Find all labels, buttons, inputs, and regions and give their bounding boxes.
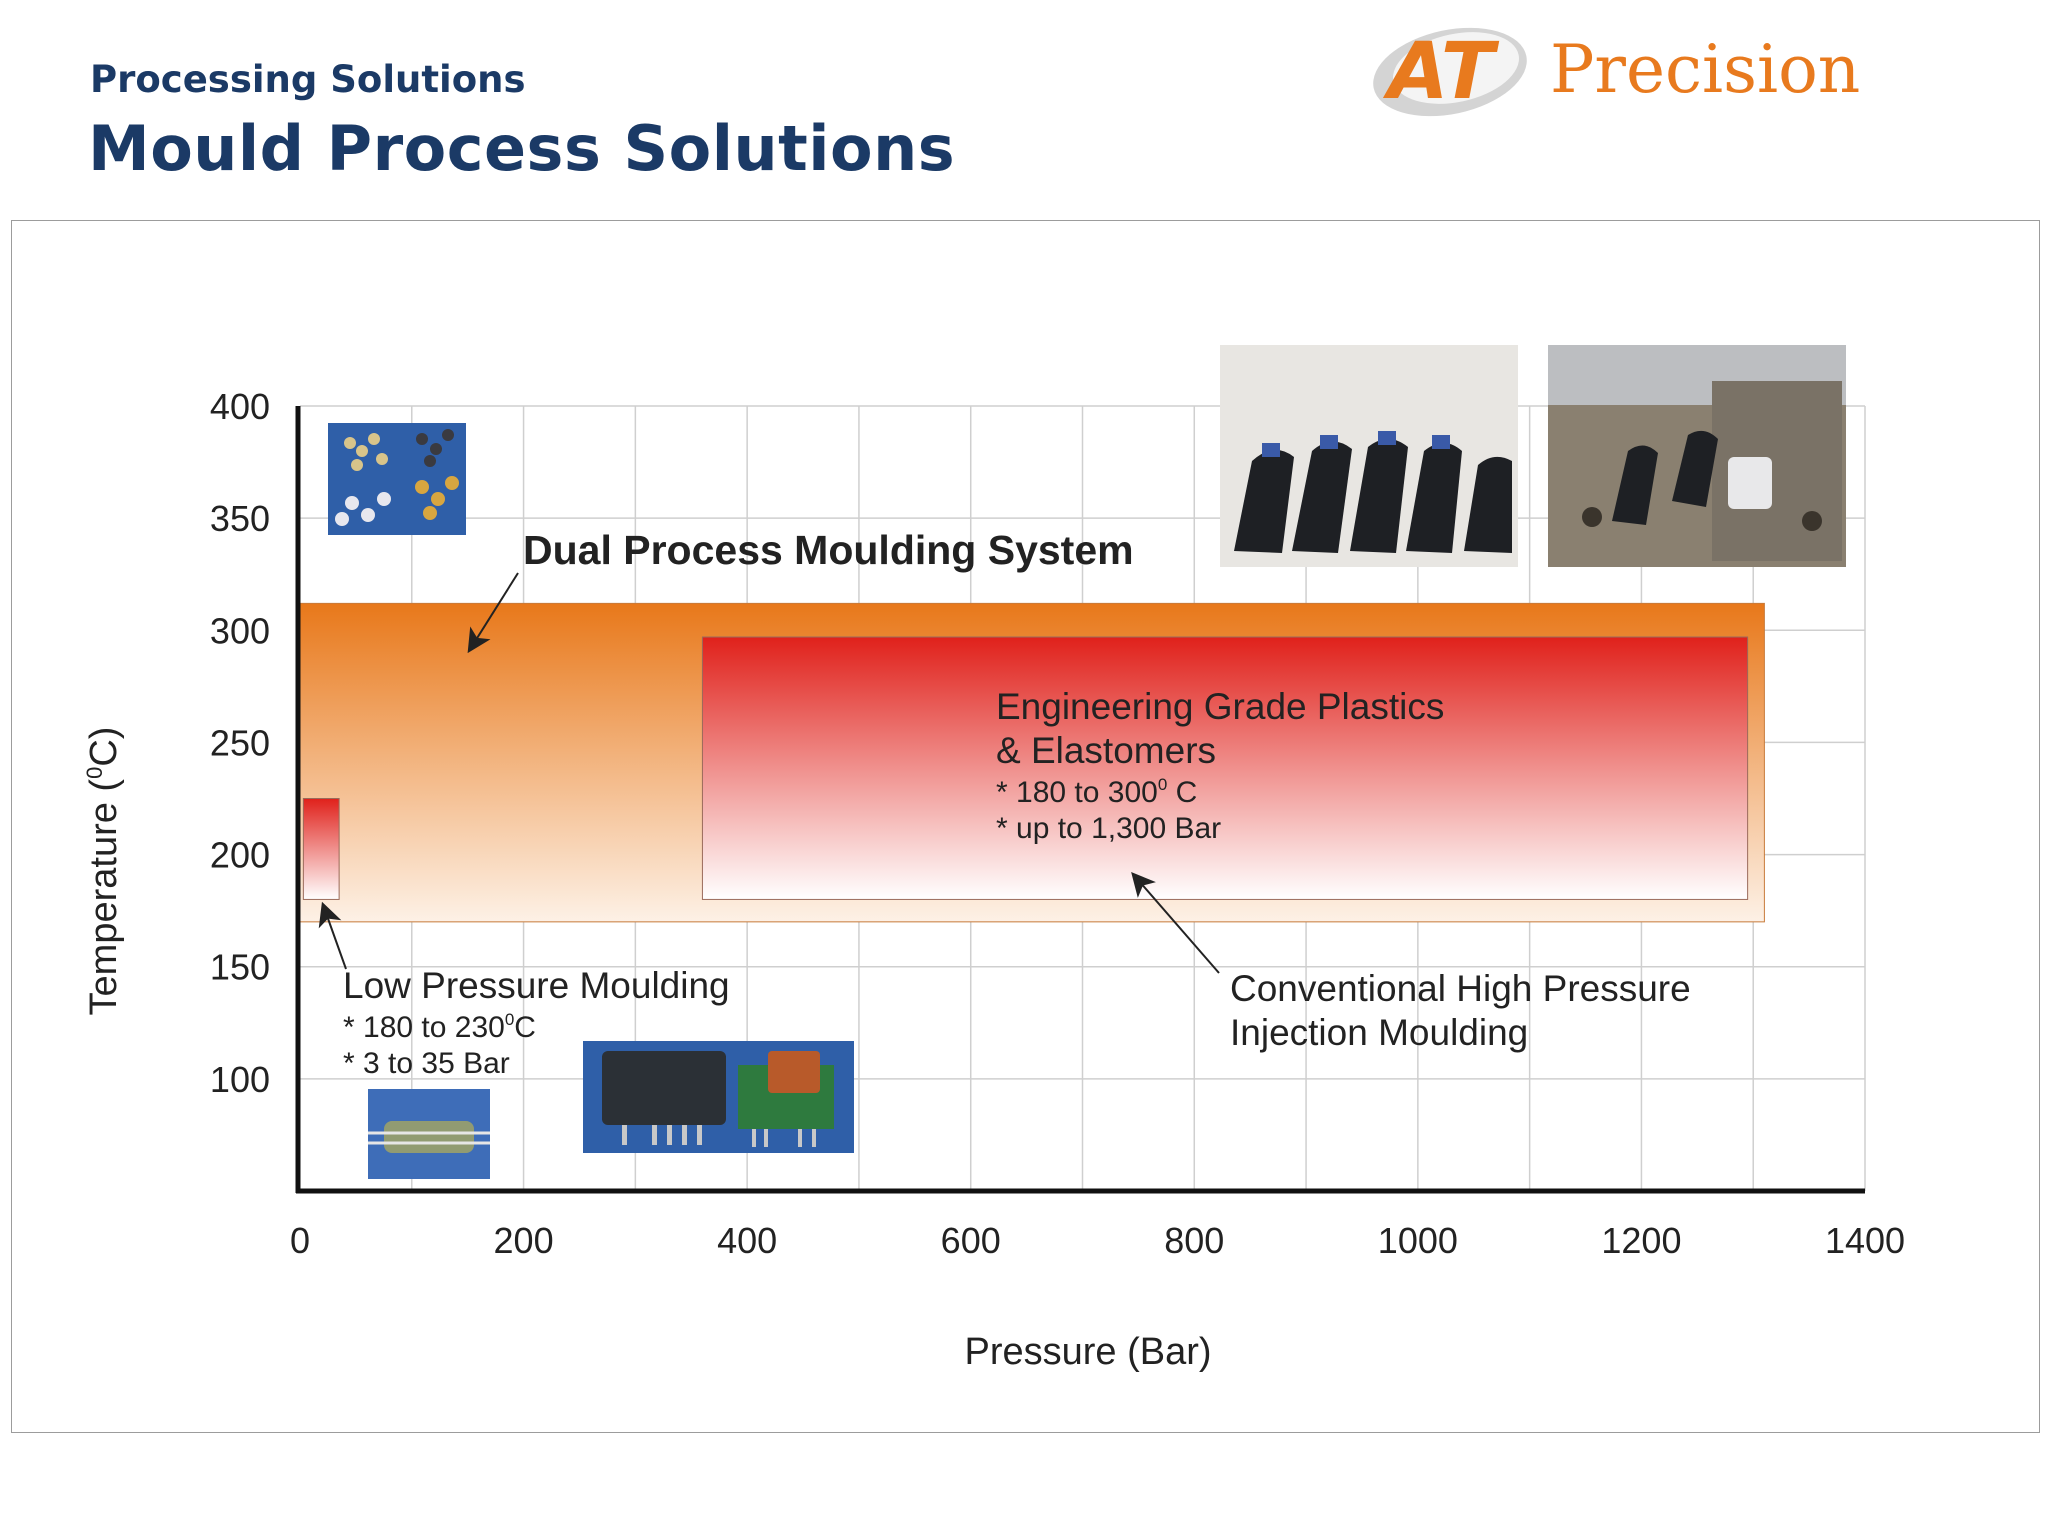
y-tick-label: 400 (210, 386, 270, 427)
engineering-note-temperature: * 180 to 3000 C (996, 775, 1197, 809)
y-tick-label: 150 (210, 947, 270, 988)
engineering-plastics-region (701, 636, 1749, 900)
low-pressure-note1-end: C (514, 1011, 536, 1044)
at-precision-logo: AT Precision (1373, 27, 1860, 117)
dual-process-label: Dual Process Moulding System (523, 527, 1134, 573)
y-tick-label: 200 (210, 835, 270, 876)
engineering-note1: * 180 to 300 (996, 776, 1158, 809)
x-tick-label: 1400 (1825, 1220, 1905, 1261)
engineering-note-pressure: * up to 1,300 Bar (996, 812, 1221, 845)
engineering-title-line2: & Elastomers (996, 730, 1216, 771)
y-tick-labels: 100 150 200 250 300 350 400 (210, 386, 270, 1100)
y-axis-label-sup: 0 (82, 767, 107, 779)
y-tick-label: 350 (210, 498, 270, 539)
engineering-note1-sup: 0 (1158, 775, 1167, 794)
chart-frame: 0 200 400 600 800 1000 1200 1400 100 150 200 250 30… (11, 220, 2040, 1433)
low-pressure-note-pressure: * 3 to 35 Bar (343, 1047, 510, 1080)
low-pressure-note-temperature: * 180 to 2300C (343, 1010, 536, 1044)
axes (295, 406, 1865, 1194)
y-axis-label-main: Temperature ( (83, 779, 125, 1016)
y-tick-label: 250 (210, 722, 270, 763)
mould-photo (1548, 345, 1846, 567)
modules-photo (583, 1041, 854, 1153)
dual-process-arrow (467, 572, 519, 654)
engineering-title-line1: Engineering Grade Plastics (996, 686, 1444, 727)
y-axis-label: Temperature (0C) (82, 727, 125, 1016)
conventional-line2: Injection Moulding (1230, 1012, 1528, 1053)
low-pressure-note1: * 180 to 230 (343, 1011, 505, 1044)
low-pressure-arrow (318, 901, 347, 970)
section-subtitle: Processing Solutions (90, 58, 526, 101)
conventional-arrow (1131, 871, 1220, 974)
x-tick-labels: 0 200 400 600 800 1000 1200 1400 (290, 1220, 1905, 1261)
low-pressure-note1-sup: 0 (505, 1010, 514, 1029)
x-axis-label: Pressure (Bar) (964, 1331, 1211, 1373)
logo-brand-text: Precision (1550, 31, 1860, 108)
y-tick-label: 300 (210, 610, 270, 651)
page-title: Mould Process Solutions (88, 112, 956, 185)
x-tick-label: 0 (290, 1220, 310, 1261)
pellets-photo (328, 423, 466, 535)
x-tick-label: 1200 (1601, 1220, 1681, 1261)
connectors-photo (1220, 345, 1518, 567)
y-tick-label: 100 (210, 1059, 270, 1100)
x-tick-label: 200 (494, 1220, 554, 1261)
x-tick-label: 600 (941, 1220, 1001, 1261)
x-tick-label: 800 (1164, 1220, 1224, 1261)
x-tick-label: 1000 (1378, 1220, 1458, 1261)
y-axis-label-end: C) (83, 727, 125, 767)
engineering-note1-end: C (1167, 776, 1197, 809)
lp-part-photo (368, 1089, 490, 1179)
conventional-line1: Conventional High Pressure (1230, 968, 1691, 1009)
x-tick-label: 400 (717, 1220, 777, 1261)
pressure-temperature-chart: 0 200 400 600 800 1000 1200 1400 100 150 200 250 30… (82, 345, 1905, 1373)
logo-mark-text: AT (1382, 27, 1500, 117)
low-pressure-region (302, 798, 340, 900)
low-pressure-title: Low Pressure Moulding (343, 965, 730, 1006)
